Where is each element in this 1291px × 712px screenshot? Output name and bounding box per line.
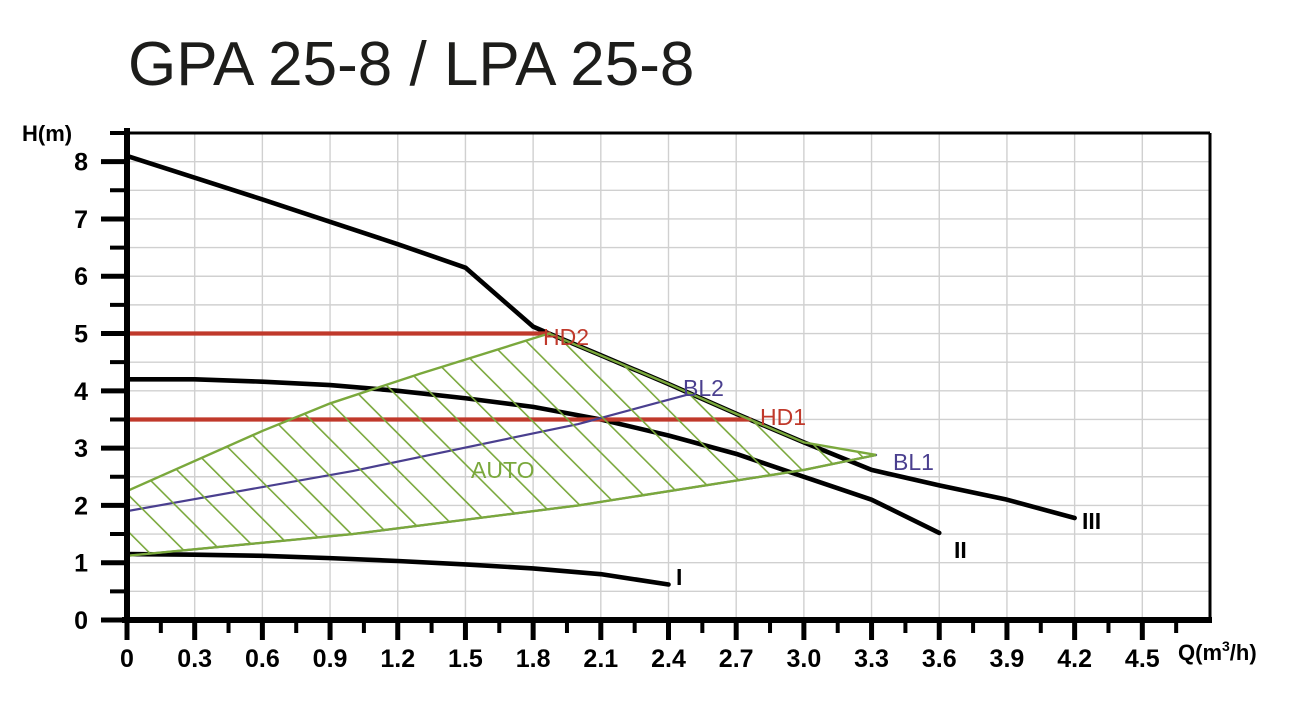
curve-i	[127, 551, 671, 587]
x-tick-label: 3.3	[854, 645, 889, 673]
x-tick-label: 0.9	[313, 645, 348, 673]
x-axis-title-superscript: 3	[1222, 638, 1230, 654]
x-tick-label: 0.3	[177, 645, 212, 673]
y-tick-label: 8	[74, 149, 88, 177]
label-bl1: BL1	[893, 449, 934, 475]
x-tick-label: 1.2	[380, 645, 415, 673]
x-tick-label: 0	[120, 645, 134, 673]
x-axis-title-suffix: /h)	[1230, 640, 1257, 665]
y-tick-label: 7	[74, 206, 88, 234]
y-tick-label: 4	[74, 378, 88, 406]
y-tick-label: 2	[74, 492, 88, 520]
data-series	[127, 153, 1077, 587]
x-tick-label: 3.6	[922, 645, 957, 673]
y-axis-ticks: 0 1 2 3 4 5 6 7 8	[74, 131, 127, 635]
y-tick-label: 3	[74, 435, 88, 463]
auto-region	[127, 332, 877, 558]
plot-border	[127, 131, 1212, 620]
y-tick-label: 6	[74, 263, 88, 291]
label-speed-iii: III	[1082, 508, 1101, 534]
curve-labels: HD2 HD1 BL2 BL1 AUTO I II III	[471, 324, 1101, 590]
x-tick-label: 1.8	[516, 645, 551, 673]
x-axis-title: Q(m3/h)	[1178, 638, 1257, 665]
label-speed-i: I	[676, 564, 682, 590]
x-tick-label: 3.9	[990, 645, 1025, 673]
x-tick-label: 2.7	[719, 645, 754, 673]
x-tick-label: 1.5	[448, 645, 483, 673]
x-axis-title-prefix: Q(m	[1178, 640, 1222, 665]
x-tick-label: 4.2	[1057, 645, 1092, 673]
x-axis-ticks: 0 0.3 0.6 0.9 1.2 1.5 1.8 2.1 2.4 2.7 3.0 3.3 3.6 3.9…	[120, 620, 1179, 673]
y-tick-label: 5	[74, 321, 88, 349]
y-tick-label: 1	[74, 550, 88, 578]
label-speed-ii: II	[954, 537, 967, 563]
x-tick-label: 2.4	[651, 645, 686, 673]
y-tick-label: 0	[74, 607, 88, 635]
x-tick-label: 0.6	[245, 645, 280, 673]
page-title: GPA 25-8 / LPA 25-8	[128, 30, 694, 99]
x-tick-label: 3.0	[786, 645, 821, 673]
label-auto: AUTO	[471, 457, 534, 483]
x-tick-label: 4.5	[1125, 645, 1160, 673]
x-tick-label: 2.1	[583, 645, 618, 673]
y-axis-title: H(m)	[22, 121, 72, 146]
label-hd2: HD2	[543, 324, 589, 350]
label-hd1: HD1	[760, 404, 806, 430]
label-bl2: BL2	[683, 375, 724, 401]
